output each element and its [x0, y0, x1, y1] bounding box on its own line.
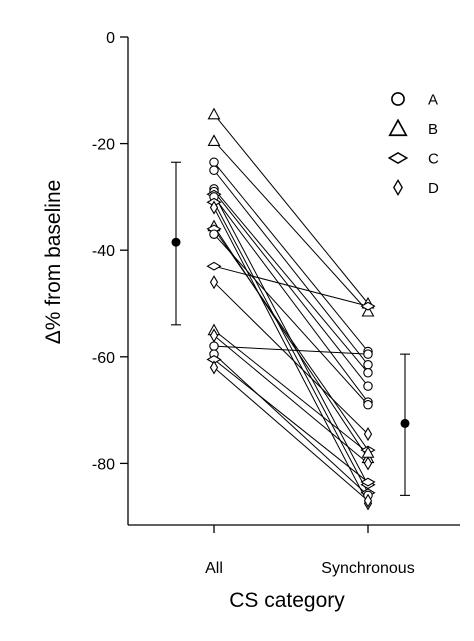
pair-line [213, 225, 369, 459]
y-tick-label: 0 [106, 30, 115, 47]
legend-label: A [428, 92, 438, 109]
x-tick-label: Synchronous [321, 560, 414, 577]
point-all-d [209, 200, 219, 215]
pair-line [213, 353, 369, 496]
point-all-a [209, 157, 219, 168]
point-all-d [209, 275, 219, 290]
pair-line [213, 196, 369, 403]
point-all-a [209, 341, 219, 351]
point-sync-a [363, 381, 373, 391]
legend-label: D [428, 180, 439, 197]
pair-line [213, 188, 369, 374]
pair-line [213, 191, 369, 387]
pair-line [213, 113, 369, 304]
point-all-d [209, 328, 219, 343]
legend-triangle-icon [388, 118, 408, 137]
point-all-c [206, 355, 222, 364]
legend-marker [391, 92, 405, 106]
point-sync-b [361, 304, 375, 317]
point-all-a [209, 165, 219, 176]
plot-area [206, 107, 376, 511]
point-sync-d [363, 493, 373, 508]
point-all-c [206, 261, 222, 271]
y-tick-label: -60 [92, 350, 115, 367]
summary-layer [171, 161, 410, 496]
point-sync-a [363, 360, 373, 370]
point-sync-a [363, 368, 373, 378]
point-all-a [209, 229, 219, 239]
pair-line [213, 281, 369, 435]
pair-line [213, 228, 369, 451]
pair-line [213, 329, 369, 454]
pair-line [213, 201, 369, 493]
axes-layer: 0 -20 -40 -60 -80 All Synchronous [92, 30, 460, 577]
pair-line [213, 233, 369, 406]
y-tick-label: -40 [92, 243, 115, 260]
y-axis-title: Δ% from baseline [42, 180, 65, 345]
point-sync-a [363, 349, 373, 359]
y-tick-label: -20 [92, 137, 115, 154]
legend-circle-icon [391, 92, 405, 106]
point-sync-d [363, 456, 373, 471]
point-all-b [207, 134, 221, 146]
point-sync-a [363, 400, 373, 410]
legend-narrow-diamond-icon [393, 178, 403, 197]
legend-label: B [428, 121, 438, 138]
pair-line [213, 207, 369, 504]
x-axis-title: CS category [229, 589, 345, 612]
y-tick-label: -80 [92, 456, 115, 473]
legend-wide-diamond-icon [387, 152, 409, 164]
pair-line [213, 359, 369, 483]
legend-marker [387, 152, 409, 164]
point-all-b [207, 107, 221, 120]
mean-point [171, 237, 181, 247]
x-tick-label: All [205, 560, 223, 577]
point-all-d [209, 360, 219, 375]
legend-marker [393, 178, 403, 197]
point-sync-c [360, 301, 376, 311]
pair-line [213, 140, 369, 312]
pair-line [213, 367, 369, 502]
pair-line [213, 169, 369, 366]
legend-marker [388, 118, 408, 137]
pair-line [213, 265, 369, 307]
pair-line [213, 335, 369, 464]
mean-point [400, 418, 410, 428]
pair-line [213, 161, 369, 352]
legend-label: C [428, 151, 439, 168]
point-sync-d [363, 426, 373, 442]
point-sync-c [360, 477, 376, 487]
pair-line [213, 345, 369, 355]
